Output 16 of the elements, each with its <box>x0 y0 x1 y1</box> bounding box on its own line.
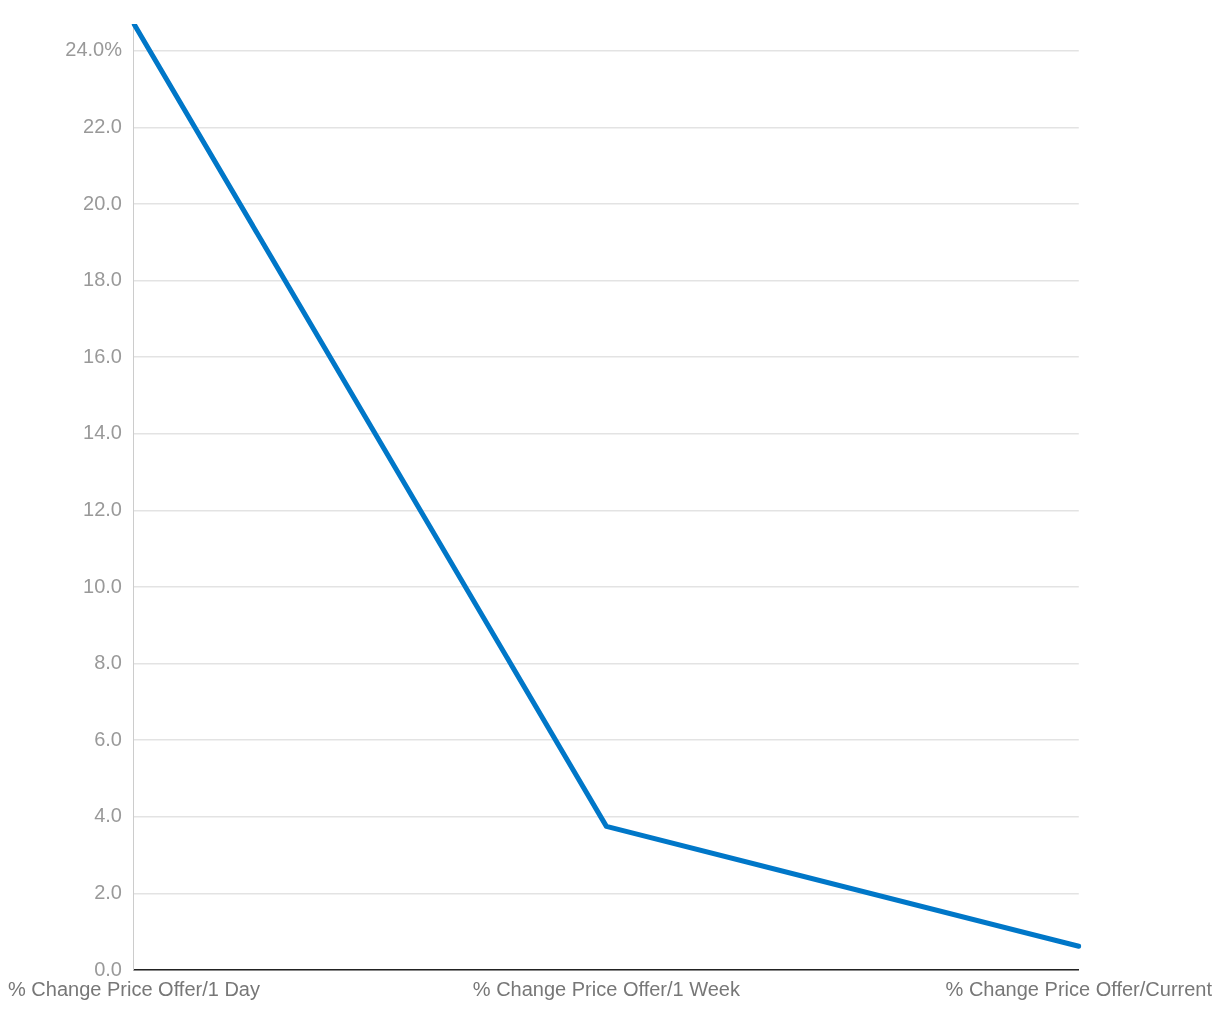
y-tick-label: 22.0 <box>83 114 122 137</box>
y-tick-label: 4.0 <box>94 804 122 827</box>
y-tick-label: 24.0% <box>65 38 123 61</box>
x-tick-label: % Change Price Offer/Current <box>945 977 1213 1000</box>
x-tick-label: % Change Price Offer/1 Week <box>472 977 741 1000</box>
y-tick-label: 18.0 <box>83 268 122 291</box>
y-tick-label: 2.0 <box>94 880 122 903</box>
y-tick-label: 10.0 <box>83 574 122 597</box>
y-tick-label: 20.0 <box>83 191 122 214</box>
y-tick-label: 6.0 <box>94 727 122 750</box>
x-tick-label: % Change Price Offer/1 Day <box>7 977 260 1000</box>
y-tick-label: 14.0 <box>83 421 122 444</box>
y-tick-label: 0.0 <box>94 957 122 980</box>
y-tick-label: 8.0 <box>94 651 122 674</box>
y-tick-label: 12.0 <box>83 497 122 520</box>
y-tick-label: 16.0 <box>83 344 122 367</box>
